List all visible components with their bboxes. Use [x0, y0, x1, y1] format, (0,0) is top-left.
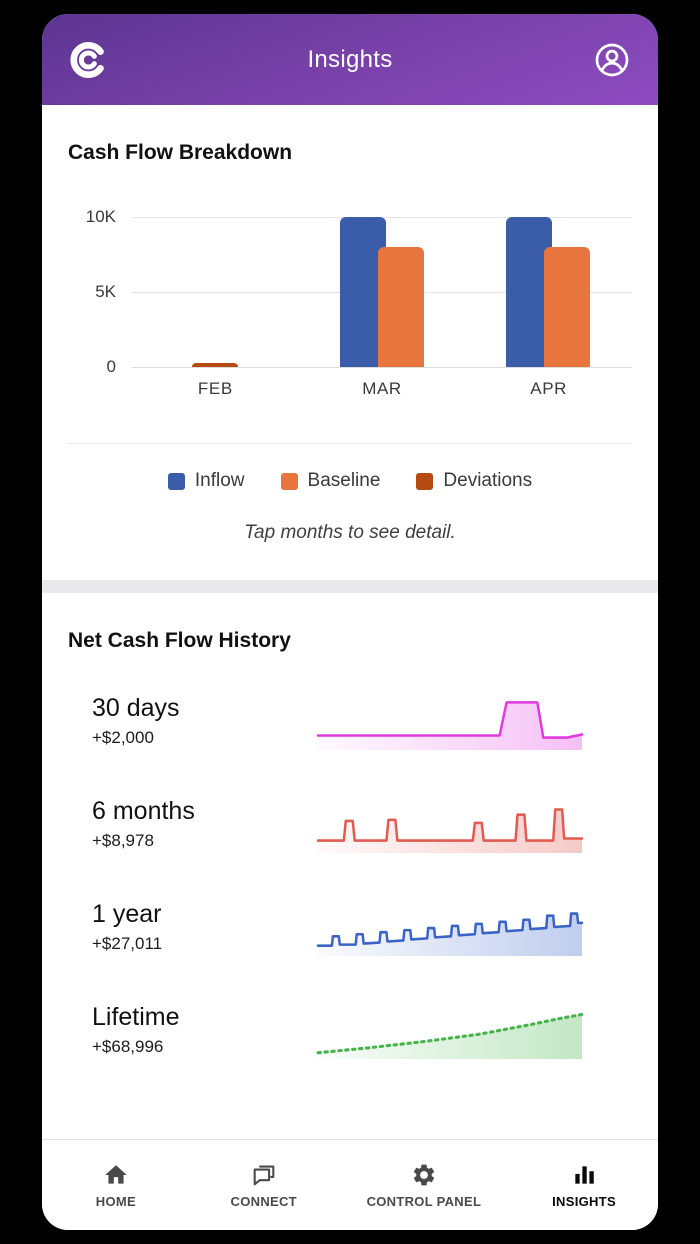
- sparkline-line: [316, 700, 584, 739]
- cash-flow-breakdown-title: Cash Flow Breakdown: [68, 141, 293, 164]
- profile-button[interactable]: [590, 38, 634, 82]
- app-screen: Insights Cash Flow Breakdown 10K 5K 0: [42, 14, 658, 1230]
- sparkline-area: [317, 1013, 583, 1059]
- bar-chart: 10K 5K 0 FEB MAR APR: [42, 207, 658, 444]
- legend-swatch-deviations: [416, 472, 434, 490]
- history-row-text: 1 year +$27,011: [92, 900, 162, 954]
- sparkline-line: [316, 1012, 584, 1054]
- x-axis-labels: FEB MAR APR: [132, 367, 632, 411]
- x-label-apr[interactable]: APR: [530, 379, 568, 398]
- history-row-lifetime[interactable]: Lifetime +$68,996: [92, 978, 584, 1081]
- history-period-label: 30 days: [92, 693, 180, 722]
- main-content: Cash Flow Breakdown 10K 5K 0: [42, 105, 658, 1139]
- sparkline-area: [317, 809, 583, 853]
- bar-group-feb[interactable]: [132, 217, 299, 367]
- legend-swatch-baseline: [280, 472, 298, 490]
- cash-flow-breakdown-section: Cash Flow Breakdown 10K 5K 0: [42, 105, 658, 544]
- history-period-label: 1 year: [92, 899, 162, 928]
- legend-item-baseline: Baseline: [280, 470, 381, 492]
- gear-icon: [411, 1161, 437, 1188]
- sparkline-area: [317, 701, 583, 750]
- chart-legend: Inflow Baseline Deviations: [42, 470, 658, 492]
- bar-group-apr[interactable]: [465, 217, 632, 367]
- history-net-value: +$68,996: [92, 1036, 164, 1056]
- bar-deviations-feb[interactable]: [192, 363, 238, 367]
- page-title: Insights: [307, 45, 393, 73]
- history-row-text: 30 days +$2,000: [92, 694, 180, 748]
- y-tick-5k: 5K: [95, 282, 116, 301]
- tab-insights[interactable]: INSIGHTS: [539, 1161, 629, 1209]
- history-net-value: +$27,011: [92, 933, 163, 953]
- sparkline-area: [317, 913, 583, 956]
- tab-control-panel[interactable]: CONTROL PANEL: [367, 1161, 482, 1209]
- legend-item-inflow: Inflow: [167, 470, 245, 492]
- bar-chart-icon: [571, 1161, 597, 1188]
- legend-label-baseline: Baseline: [307, 470, 381, 491]
- x-label-mar[interactable]: MAR: [362, 379, 402, 398]
- sparkline-line: [316, 807, 584, 842]
- sparkline-30-days: [316, 692, 584, 750]
- home-icon: [103, 1161, 129, 1188]
- sparkline-lifetime: [316, 1001, 584, 1059]
- bar-group-mar[interactable]: [299, 217, 466, 367]
- legend-swatch-inflow: [167, 472, 185, 490]
- sparkline-1-year: [316, 898, 584, 956]
- y-tick-0: 0: [106, 357, 116, 376]
- history-row-text: 6 months +$8,978: [92, 797, 195, 851]
- bar-plot: [132, 217, 632, 368]
- history-rows: 30 days +$2,000 6 months +$8,978: [42, 653, 658, 1081]
- y-tick-10k: 10K: [85, 207, 116, 226]
- history-row-6-months[interactable]: 6 months +$8,978: [92, 772, 584, 875]
- chart-bottom-divider: [68, 443, 632, 444]
- history-period-label: 6 months: [92, 796, 195, 825]
- bottom-nav: HOME CONNECT CONTROL PANEL: [42, 1139, 658, 1230]
- history-net-value: +$8,978: [92, 830, 154, 850]
- history-net-value: +$2,000: [92, 727, 154, 747]
- tab-connect-label: CONNECT: [230, 1194, 297, 1209]
- legend-label-inflow: Inflow: [194, 470, 245, 491]
- tab-home-label: HOME: [95, 1194, 136, 1209]
- x-label-feb[interactable]: FEB: [197, 379, 233, 398]
- app-logo-icon: [66, 38, 110, 82]
- legend-label-deviations: Deviations: [443, 470, 533, 491]
- net-cash-flow-history-title: Net Cash Flow History: [68, 629, 291, 652]
- net-cash-flow-history-section: Net Cash Flow History 30 days +$2,000 6 …: [42, 593, 658, 1081]
- sparkline-line: [316, 911, 584, 947]
- account-circle-icon: [595, 43, 629, 76]
- legend-item-deviations: Deviations: [416, 470, 532, 492]
- bar-baseline-mar[interactable]: [377, 247, 424, 367]
- tab-connect[interactable]: CONNECT: [219, 1161, 309, 1209]
- history-row-text: Lifetime +$68,996: [92, 1003, 180, 1057]
- history-period-label: Lifetime: [92, 1002, 180, 1031]
- y-axis-labels: 10K 5K 0: [68, 207, 132, 376]
- tab-control-panel-label: CONTROL PANEL: [366, 1194, 482, 1209]
- gridline-0-axis: [132, 367, 632, 368]
- tab-home[interactable]: HOME: [71, 1161, 161, 1209]
- section-divider: [42, 580, 658, 593]
- sparkline-6-months: [316, 795, 584, 853]
- chart-hint-caption: Tap months to see detail.: [244, 522, 456, 543]
- chat-icon: [251, 1161, 277, 1188]
- history-row-30-days[interactable]: 30 days +$2,000: [92, 669, 584, 772]
- bar-baseline-apr[interactable]: [544, 247, 591, 367]
- history-row-1-year[interactable]: 1 year +$27,011: [92, 875, 584, 978]
- tab-insights-label: INSIGHTS: [552, 1194, 616, 1209]
- app-header: Insights: [42, 14, 658, 105]
